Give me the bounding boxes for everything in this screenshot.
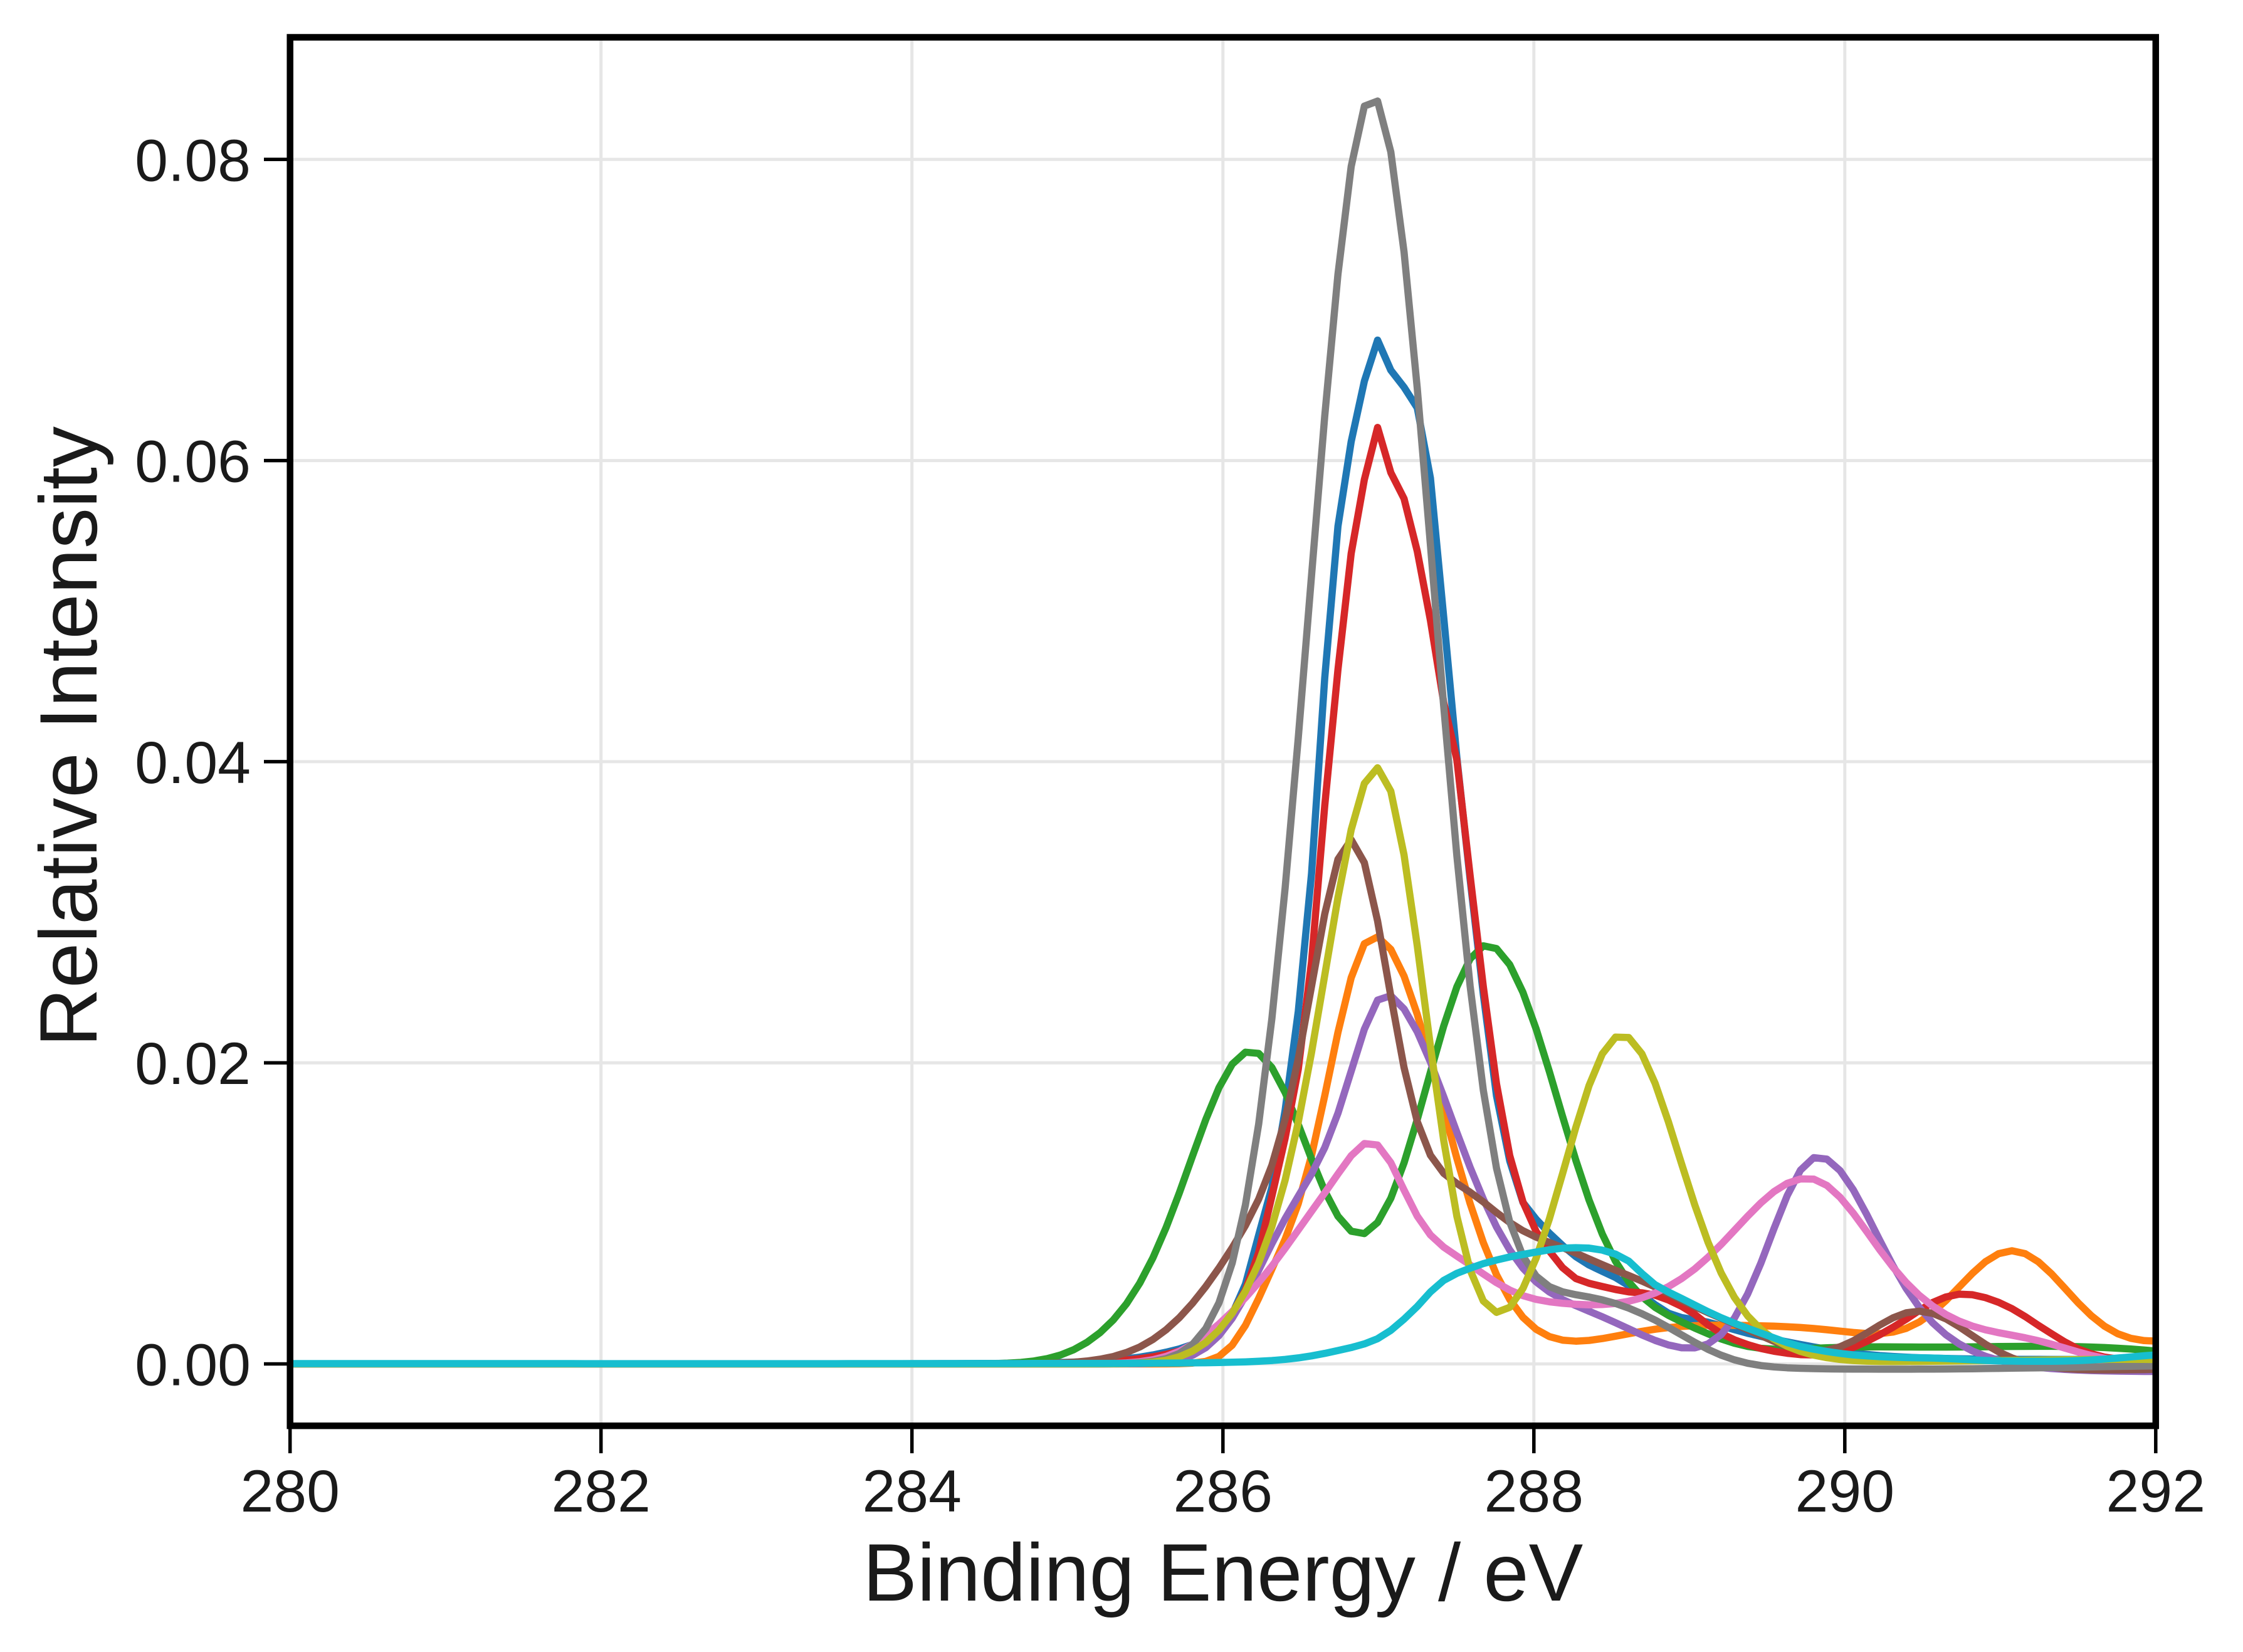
svg-text:0.08: 0.08: [135, 127, 251, 194]
svg-text:286: 286: [1174, 1458, 1273, 1525]
svg-text:0.02: 0.02: [135, 1031, 251, 1097]
svg-text:292: 292: [2106, 1458, 2206, 1525]
svg-text:0.06: 0.06: [135, 429, 251, 495]
svg-text:288: 288: [1484, 1458, 1584, 1525]
svg-text:Binding Energy / eV: Binding Energy / eV: [863, 1527, 1583, 1618]
svg-text:0.04: 0.04: [135, 730, 251, 796]
svg-text:Relative Intensity: Relative Intensity: [23, 426, 114, 1047]
svg-text:282: 282: [551, 1458, 651, 1525]
svg-text:280: 280: [240, 1458, 340, 1525]
svg-text:284: 284: [862, 1458, 962, 1525]
svg-text:0.00: 0.00: [135, 1332, 251, 1399]
svg-text:290: 290: [1795, 1458, 1895, 1525]
